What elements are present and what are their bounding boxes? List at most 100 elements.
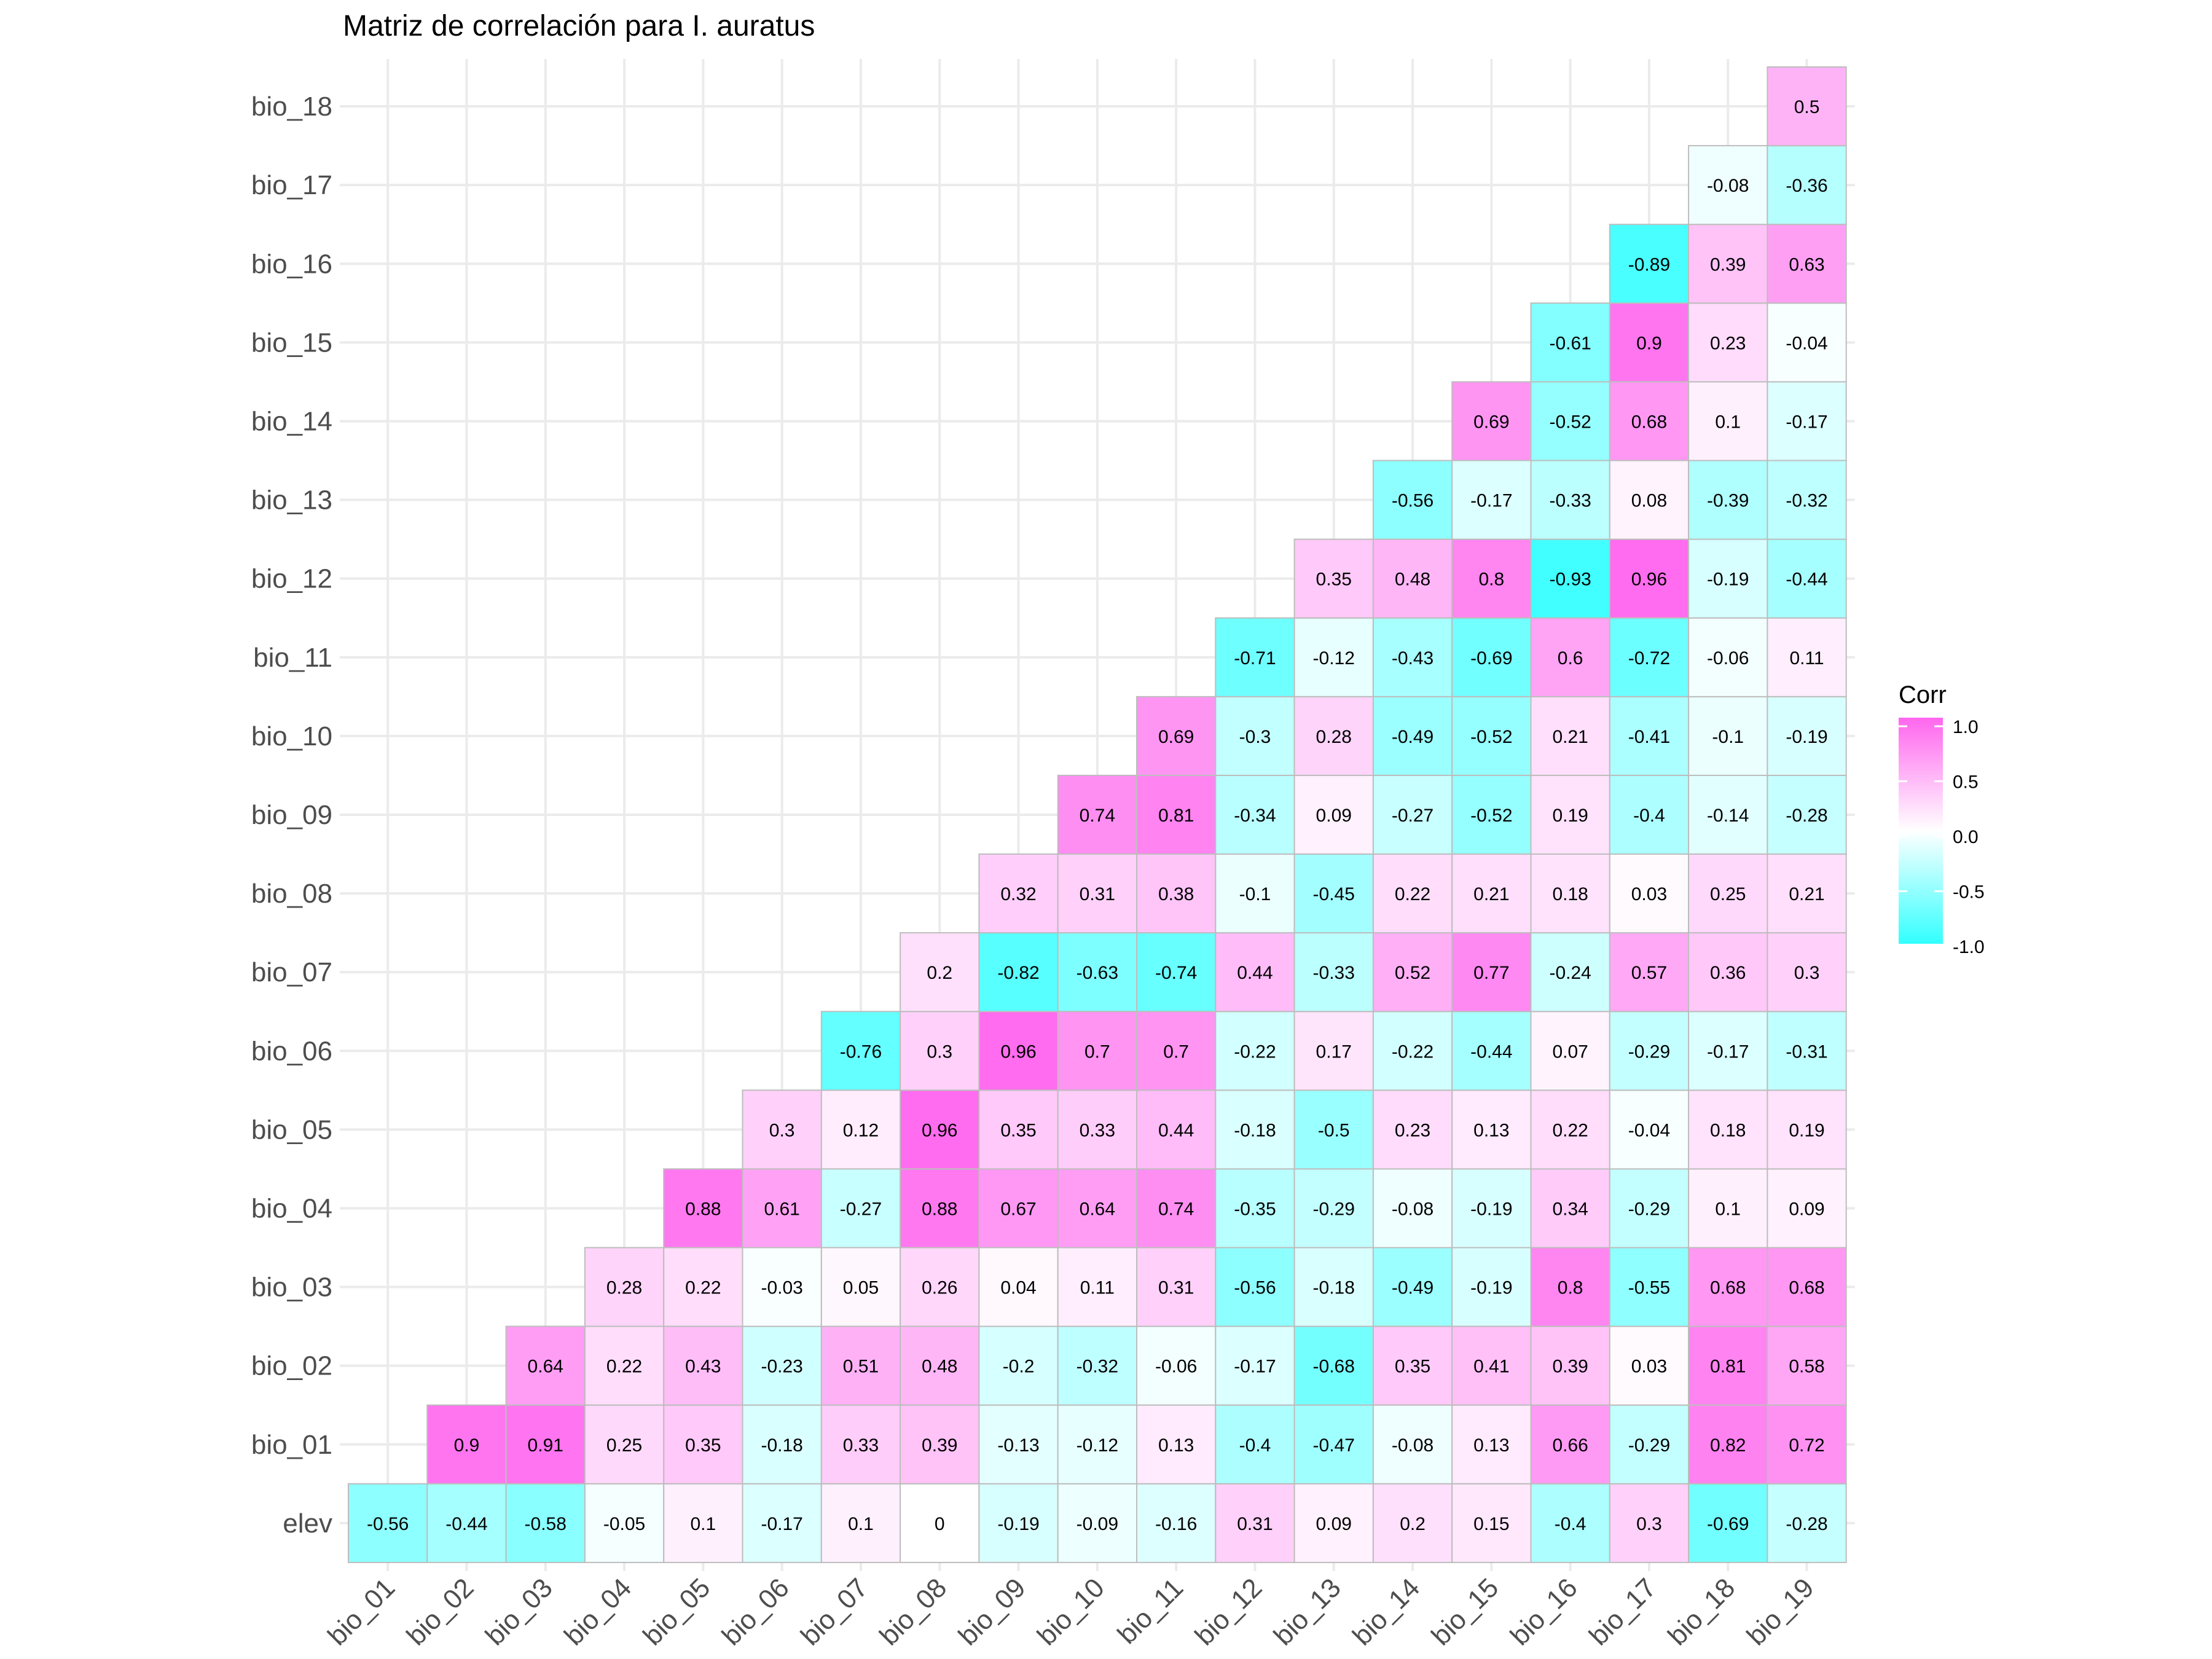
cell-value-elev-bio_07: 0.1 <box>848 1514 874 1534</box>
heatmap-cell-bio_05-bio_13 <box>1293 1089 1374 1170</box>
heatmap-cell-bio_03-bio_18 <box>1688 1247 1768 1327</box>
cell-value-bio_03-bio_19: 0.68 <box>1789 1278 1824 1298</box>
heatmap-cell-bio_03-bio_11 <box>1136 1247 1217 1327</box>
heatmap-cell-bio_03-bio_15 <box>1451 1247 1532 1327</box>
heatmap-cell-bio_06-bio_15 <box>1451 1011 1532 1091</box>
heatmap-cell-bio_12-bio_18 <box>1688 538 1768 619</box>
cell-value-bio_04-bio_12: -0.35 <box>1234 1199 1276 1219</box>
y-tick-label-bio_03: bio_03 <box>251 1273 332 1303</box>
heatmap-cell-bio_02-bio_10 <box>1057 1325 1137 1406</box>
cell-value-bio_03-bio_15: -0.19 <box>1470 1278 1512 1298</box>
cell-value-elev-bio_12: 0.31 <box>1237 1514 1273 1534</box>
heatmap-cell-bio_03-bio_05 <box>663 1247 743 1327</box>
heatmap-cell-bio_09-bio_14 <box>1372 774 1453 855</box>
heatmap-cell-bio_15-bio_16 <box>1530 302 1610 383</box>
heatmap-cell-elev-bio_01 <box>348 1483 428 1563</box>
heatmap-cell-bio_02-bio_08 <box>900 1325 980 1406</box>
heatmap-cell-bio_08-bio_13 <box>1293 853 1374 934</box>
cell-value-bio_04-bio_19: 0.09 <box>1789 1199 1824 1219</box>
cell-value-bio_01-bio_04: 0.25 <box>606 1435 642 1456</box>
cell-value-bio_07-bio_16: -0.24 <box>1549 963 1591 983</box>
heatmap-cell-bio_17-bio_18 <box>1688 145 1768 226</box>
cell-value-elev-bio_03: -0.58 <box>525 1514 567 1534</box>
cell-value-elev-bio_17: 0.3 <box>1636 1514 1662 1534</box>
heatmap-cell-bio_05-bio_18 <box>1688 1089 1768 1170</box>
cell-value-bio_07-bio_18: 0.36 <box>1710 963 1746 983</box>
cell-value-bio_08-bio_10: 0.31 <box>1080 884 1115 904</box>
cell-value-bio_03-bio_07: 0.05 <box>843 1278 879 1298</box>
y-tick-label-bio_06: bio_06 <box>251 1036 332 1066</box>
cell-value-bio_03-bio_17: -0.55 <box>1628 1278 1670 1298</box>
cell-value-bio_11-bio_13: -0.12 <box>1313 648 1355 669</box>
cell-value-bio_04-bio_08: 0.88 <box>922 1199 957 1219</box>
heatmap-cell-bio_12-bio_14 <box>1372 538 1453 619</box>
cell-value-bio_09-bio_16: 0.19 <box>1552 806 1588 826</box>
heatmap-cell-bio_13-bio_14 <box>1372 460 1453 540</box>
legend-tick-label-0: 1.0 <box>1953 717 1979 737</box>
cell-value-bio_08-bio_14: 0.22 <box>1395 884 1430 904</box>
cell-value-bio_01-bio_13: -0.47 <box>1313 1435 1355 1456</box>
cell-value-bio_02-bio_04: 0.22 <box>606 1357 642 1377</box>
heatmap-cell-elev-bio_08 <box>900 1483 980 1563</box>
cell-value-bio_05-bio_10: 0.33 <box>1080 1120 1115 1140</box>
heatmap-cell-elev-bio_05 <box>663 1483 743 1563</box>
heatmap-cell-bio_07-bio_10 <box>1057 932 1137 1013</box>
cell-value-bio_03-bio_06: -0.03 <box>761 1278 802 1298</box>
heatmap-cell-bio_04-bio_16 <box>1530 1168 1610 1249</box>
cell-value-bio_03-bio_05: 0.22 <box>685 1278 721 1298</box>
heatmap-cell-bio_01-bio_04 <box>584 1404 665 1484</box>
heatmap-cell-bio_11-bio_12 <box>1215 617 1295 697</box>
heatmap-cell-bio_06-bio_12 <box>1215 1011 1295 1091</box>
cell-value-bio_06-bio_15: -0.44 <box>1470 1041 1512 1062</box>
cell-value-bio_13-bio_15: -0.17 <box>1470 491 1512 511</box>
cell-value-bio_15-bio_17: 0.9 <box>1636 333 1662 353</box>
heatmap-cell-bio_05-bio_11 <box>1136 1089 1217 1170</box>
cell-value-bio_03-bio_16: 0.8 <box>1558 1278 1583 1298</box>
cell-value-bio_01-bio_14: -0.08 <box>1392 1435 1433 1456</box>
heatmap-cell-bio_13-bio_15 <box>1451 460 1532 540</box>
cell-value-bio_04-bio_16: 0.34 <box>1552 1199 1588 1219</box>
cell-value-elev-bio_15: 0.15 <box>1473 1514 1509 1534</box>
heatmap-cell-bio_16-bio_19 <box>1767 224 1847 304</box>
heatmap-cell-bio_18-bio_19 <box>1767 66 1847 147</box>
cell-value-bio_09-bio_14: -0.27 <box>1392 806 1433 826</box>
cell-value-bio_05-bio_15: 0.13 <box>1473 1120 1509 1140</box>
cell-value-bio_10-bio_19: -0.19 <box>1786 727 1827 747</box>
cell-value-bio_07-bio_12: 0.44 <box>1237 963 1273 983</box>
y-tick-label-bio_15: bio_15 <box>251 327 332 358</box>
cell-value-bio_05-bio_13: -0.5 <box>1318 1120 1350 1140</box>
cell-value-bio_07-bio_10: -0.63 <box>1077 963 1118 983</box>
heatmap-cell-bio_15-bio_18 <box>1688 302 1768 383</box>
cell-value-elev-bio_02: -0.44 <box>445 1514 487 1534</box>
cell-value-bio_06-bio_14: -0.22 <box>1392 1041 1433 1062</box>
cell-value-elev-bio_06: -0.17 <box>761 1514 802 1534</box>
heatmap-cell-bio_10-bio_14 <box>1372 696 1453 776</box>
heatmap-cell-bio_03-bio_09 <box>978 1247 1059 1327</box>
cell-value-bio_13-bio_16: -0.33 <box>1549 491 1591 511</box>
heatmap-cell-elev-bio_06 <box>742 1483 822 1563</box>
heatmap-cell-bio_12-bio_19 <box>1767 538 1847 619</box>
heatmap-cell-bio_08-bio_19 <box>1767 853 1847 934</box>
heatmap-cell-bio_06-bio_09 <box>978 1011 1059 1091</box>
heatmap-cell-bio_07-bio_13 <box>1293 932 1374 1013</box>
heatmap-cell-bio_02-bio_12 <box>1215 1325 1295 1406</box>
y-tick-label-bio_13: bio_13 <box>251 485 332 516</box>
cell-value-bio_08-bio_11: 0.38 <box>1158 884 1194 904</box>
cell-value-bio_02-bio_17: 0.03 <box>1631 1357 1667 1377</box>
heatmap-cell-elev-bio_02 <box>426 1483 507 1563</box>
heatmap-cell-bio_04-bio_05 <box>663 1168 743 1249</box>
heatmap-cell-elev-bio_15 <box>1451 1483 1532 1563</box>
y-tick-label-bio_02: bio_02 <box>251 1351 332 1381</box>
heatmap-cell-bio_12-bio_16 <box>1530 538 1610 619</box>
cell-value-bio_02-bio_03: 0.64 <box>528 1357 563 1377</box>
cell-value-bio_18-bio_19: 0.5 <box>1794 97 1820 117</box>
cell-value-elev-bio_01: -0.56 <box>367 1514 409 1534</box>
heatmap-cell-bio_08-bio_17 <box>1609 853 1690 934</box>
cell-value-bio_02-bio_13: -0.68 <box>1313 1357 1355 1377</box>
cell-value-bio_08-bio_17: 0.03 <box>1631 884 1667 904</box>
cell-value-bio_05-bio_18: 0.18 <box>1710 1120 1746 1140</box>
heatmap-cell-bio_09-bio_11 <box>1136 774 1217 855</box>
heatmap-cell-bio_12-bio_13 <box>1293 538 1374 619</box>
heatmap-cell-bio_07-bio_11 <box>1136 932 1217 1013</box>
heatmap-cell-bio_17-bio_19 <box>1767 145 1847 226</box>
